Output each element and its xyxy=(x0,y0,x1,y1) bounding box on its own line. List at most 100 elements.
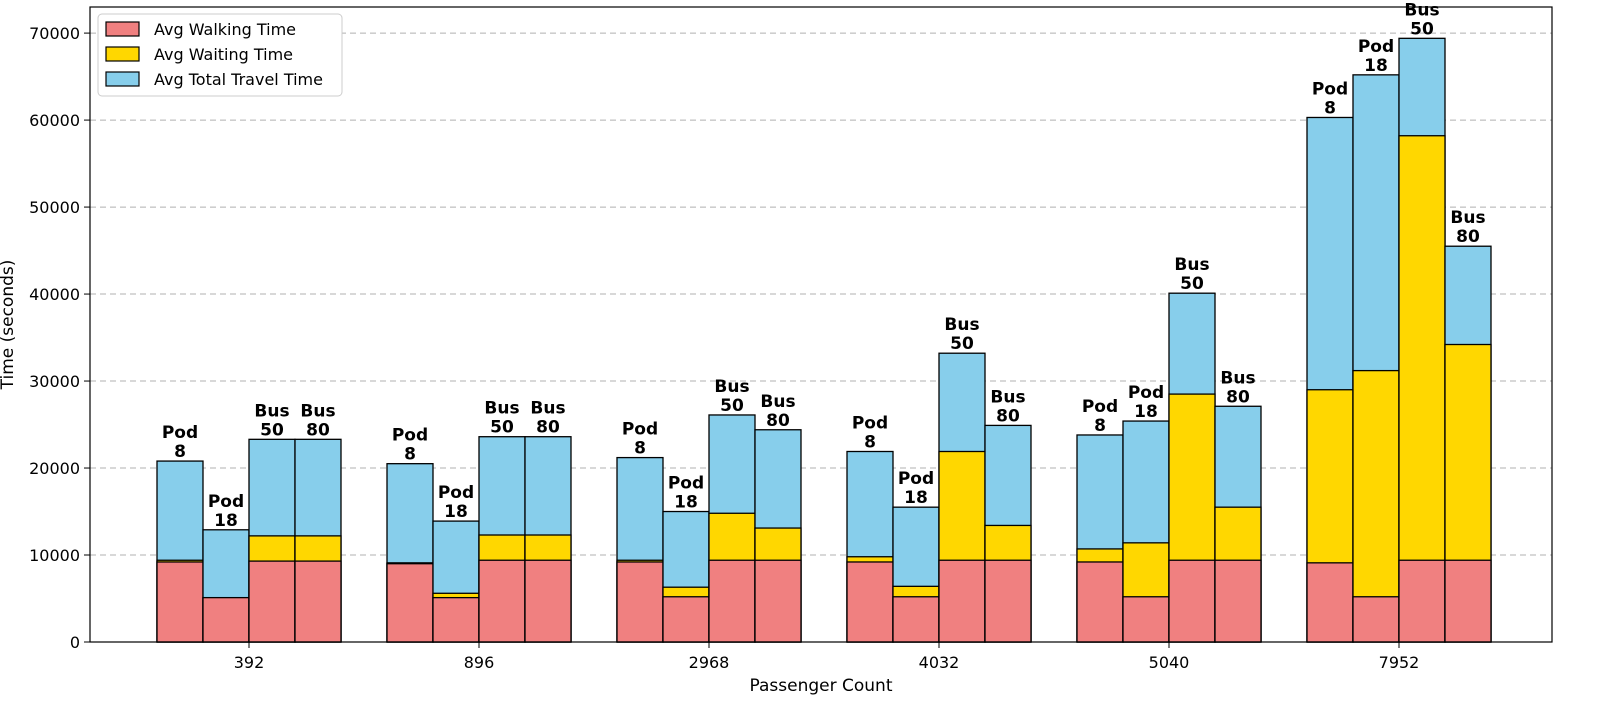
bar-walking-5040-pod-18 xyxy=(1122,596,1170,643)
bar-label-capacity: 18 xyxy=(444,502,468,522)
bar-label-capacity: 50 xyxy=(490,418,514,438)
bar-label-capacity: 18 xyxy=(1134,402,1158,422)
bar-walking-2968-bus-80 xyxy=(754,559,802,643)
legend-label-waiting: Avg Waiting Time xyxy=(154,45,293,64)
bar-label-type: Bus xyxy=(1450,208,1485,228)
x-tick-label: 4032 xyxy=(919,653,960,672)
bar-label-capacity: 80 xyxy=(1226,387,1250,407)
plot-frame xyxy=(89,6,1553,643)
bar-label-capacity: 80 xyxy=(306,420,330,440)
bar-label-capacity: 8 xyxy=(1324,98,1336,118)
bar-walking-2968-pod-8 xyxy=(616,561,664,643)
bar-label-capacity: 80 xyxy=(536,418,560,438)
legend-swatch-total xyxy=(105,71,140,87)
x-tick-label: 2968 xyxy=(689,653,730,672)
bar-label-capacity: 50 xyxy=(950,334,974,354)
bar-walking-392-bus-80 xyxy=(294,560,342,643)
legend-box xyxy=(97,13,343,97)
legend-label-walking: Avg Walking Time xyxy=(154,20,296,39)
legend: Avg Walking Time Avg Waiting Time Avg Tota… xyxy=(97,13,343,97)
bar-label-type: Bus xyxy=(990,387,1025,407)
bar-walking-7952-bus-50 xyxy=(1398,559,1446,643)
bar-label-capacity: 8 xyxy=(1094,416,1106,436)
bar-label-capacity: 8 xyxy=(404,445,416,465)
bar-walking-896-bus-80 xyxy=(524,559,572,643)
bar-walking-7952-pod-18 xyxy=(1352,596,1400,643)
bar-label-type: Bus xyxy=(944,315,979,335)
y-tick-label: 50000 xyxy=(29,198,80,217)
bar-label-capacity: 18 xyxy=(214,511,238,531)
bar-walking-896-pod-18 xyxy=(432,596,480,643)
bar-walking-7952-pod-8 xyxy=(1306,562,1354,643)
bar-walking-4032-bus-80 xyxy=(984,559,1032,643)
bar-walking-896-pod-8 xyxy=(386,563,434,643)
bar-label-type: Pod xyxy=(668,474,704,494)
legend-label-total: Avg Total Travel Time xyxy=(154,70,323,89)
bar-walking-4032-pod-8 xyxy=(846,561,894,643)
bar-label-capacity: 50 xyxy=(720,396,744,416)
bar-label-type: Pod xyxy=(1128,383,1164,403)
bar-label-capacity: 8 xyxy=(174,442,186,462)
bar-label-type: Bus xyxy=(530,399,565,419)
y-axis-ticks: 0 10000 20000 30000 40000 50000 60000 70000 xyxy=(29,24,90,652)
bar-walking-2968-bus-50 xyxy=(708,559,756,643)
bar-walking-392-pod-8 xyxy=(156,561,204,643)
y-tick-label: 30000 xyxy=(29,372,80,391)
y-tick-label: 70000 xyxy=(29,24,80,43)
bar-label-type: Pod xyxy=(1082,397,1118,417)
bar-label-capacity: 18 xyxy=(674,493,698,513)
bar-label-type: Bus xyxy=(254,401,289,421)
bar-label-capacity: 50 xyxy=(1180,274,1204,294)
bar-label-type: Pod xyxy=(852,414,888,434)
bar-label-capacity: 18 xyxy=(1364,56,1388,76)
bar-label-type: Bus xyxy=(1404,0,1439,20)
bar-label-capacity: 50 xyxy=(1410,19,1434,39)
bar-walking-896-bus-50 xyxy=(478,559,526,643)
bar-walking-7952-bus-80 xyxy=(1444,559,1492,643)
bar-label-type: Pod xyxy=(208,492,244,512)
bar-label-capacity: 8 xyxy=(864,433,876,453)
bar-walking-4032-pod-18 xyxy=(892,596,940,643)
x-tick-label: 5040 xyxy=(1149,653,1190,672)
x-tick-label: 392 xyxy=(234,653,265,672)
bar-walking-5040-bus-80 xyxy=(1214,559,1262,643)
bar-label-type: Bus xyxy=(300,401,335,421)
bar-label-capacity: 8 xyxy=(634,439,646,459)
y-tick-label: 40000 xyxy=(29,285,80,304)
bar-walking-2968-pod-18 xyxy=(662,596,710,643)
x-axis-label: Passenger Count xyxy=(750,676,893,696)
legend-swatch-waiting xyxy=(105,46,140,62)
bar-label-type: Bus xyxy=(484,399,519,419)
bar-label-type: Bus xyxy=(1174,255,1209,275)
bar-label-type: Pod xyxy=(162,423,198,443)
bar-label-capacity: 80 xyxy=(1456,227,1480,247)
y-tick-label: 10000 xyxy=(29,546,80,565)
x-axis-ticks: 392 896 2968 4032 5040 7952 xyxy=(234,642,1420,672)
y-tick-label: 60000 xyxy=(29,111,80,130)
bars xyxy=(156,37,1492,643)
bar-label-type: Bus xyxy=(1220,368,1255,388)
x-tick-label: 896 xyxy=(464,653,495,672)
x-tick-label: 7952 xyxy=(1379,653,1420,672)
legend-swatch-walking xyxy=(105,21,140,37)
bar-label-capacity: 80 xyxy=(996,406,1020,426)
bar-label-capacity: 80 xyxy=(766,411,790,431)
bar-label-type: Bus xyxy=(760,392,795,412)
bar-label-type: Pod xyxy=(438,483,474,503)
y-tick-label: 0 xyxy=(70,633,80,652)
bar-walking-4032-bus-50 xyxy=(938,559,986,643)
bar-label-type: Pod xyxy=(898,469,934,489)
bar-label-type: Pod xyxy=(392,426,428,446)
bar-label-capacity: 18 xyxy=(904,488,928,508)
y-axis-label: Time (seconds) xyxy=(0,260,18,391)
bar-label-type: Bus xyxy=(714,377,749,397)
bar-walking-392-bus-50 xyxy=(248,560,296,643)
bar-label-capacity: 50 xyxy=(260,420,284,440)
bar-walking-5040-pod-8 xyxy=(1076,561,1124,643)
bar-label-type: Pod xyxy=(1312,79,1348,99)
bar-label-type: Pod xyxy=(622,420,658,440)
bar-walking-392-pod-18 xyxy=(202,596,250,643)
bar-walking-5040-bus-50 xyxy=(1168,559,1216,643)
